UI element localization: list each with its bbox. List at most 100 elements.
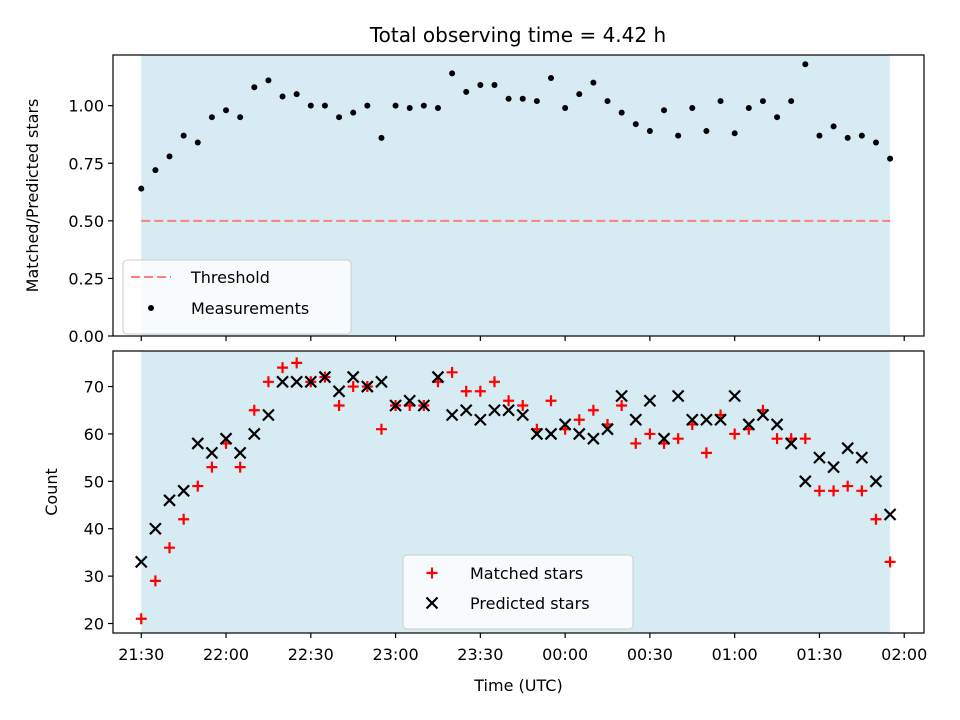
matched-star-point [234, 461, 246, 473]
predicted-star-point [233, 446, 247, 460]
predicted-star-point [149, 522, 162, 536]
predicted-star-point [445, 408, 459, 422]
x-axis-label: Time (UTC) [473, 676, 562, 695]
measurement-point [364, 102, 371, 109]
x-tick-label: 23:30 [457, 645, 503, 664]
measurement-point [533, 98, 540, 105]
measurement-point [788, 98, 795, 105]
measurement-point [279, 93, 286, 100]
predicted-star-point [686, 413, 699, 427]
matched-star-point [488, 376, 500, 388]
predicted-star-point [361, 380, 374, 393]
legend-matched-label: Matched stars [470, 564, 583, 583]
y-tick-label: 1.00 [68, 97, 104, 116]
measurement-point [237, 114, 244, 121]
matched-star-point [503, 395, 515, 407]
matched-star-point [771, 433, 783, 445]
predicted-star-point [643, 394, 657, 408]
measurement-point [646, 128, 653, 135]
predicted-star-point [332, 385, 346, 398]
predicted-star-point [191, 437, 205, 450]
measurement-point [491, 81, 498, 88]
y-tick-label: 70 [84, 378, 104, 397]
matched-star-point [842, 480, 854, 492]
legend-measurements-swatch [148, 305, 154, 311]
predicted-star-point [572, 427, 586, 441]
matched-star-point [262, 376, 274, 388]
y-axis-label: Matched/Predicted stars [23, 99, 42, 293]
matched-star-point [517, 400, 529, 412]
predicted-star-point [403, 394, 416, 408]
predicted-star-point [601, 422, 614, 436]
matched-star-point [729, 428, 741, 440]
matched-star-point [587, 404, 599, 416]
predicted-star-point [474, 413, 487, 427]
y-tick-label: 0.25 [68, 269, 104, 288]
measurement-point [774, 114, 781, 121]
matched-star-point [149, 575, 161, 587]
predicted-star-point [318, 370, 332, 384]
predicted-star-point [841, 441, 854, 455]
measurement-point [208, 114, 215, 121]
predicted-star-point [700, 413, 713, 427]
x-tick-label: 23:00 [373, 645, 419, 664]
measurement-point [180, 132, 187, 139]
measurement-point [392, 102, 399, 109]
predicted-star-point [615, 389, 628, 403]
y-tick-label: 20 [84, 615, 104, 634]
y-tick-label: 0.50 [68, 212, 104, 231]
matched-star-point [164, 542, 176, 554]
measurement-point [251, 84, 258, 91]
predicted-star-point [558, 418, 572, 431]
matched-star-point [446, 366, 458, 378]
predicted-star-point [813, 451, 826, 464]
predicted-star-point [346, 370, 360, 384]
measurement-point [759, 98, 766, 105]
predicted-star-point [587, 432, 600, 445]
predicted-star-point [304, 375, 318, 389]
measurement-point [872, 139, 879, 146]
y-tick-label: 60 [84, 425, 104, 444]
predicted-star-point [756, 408, 770, 422]
bottom-panel-counts: 20 30 40 50 60 70 21:30 22:00 22:30 23:00 23:30 00:… [42, 350, 927, 695]
measurement-point [152, 167, 159, 174]
measurement-point [562, 104, 569, 111]
predicted-star-point [742, 418, 756, 431]
predicted-star-point [205, 446, 219, 460]
x-tick-label: 00:30 [627, 645, 673, 664]
predicted-star-point [883, 508, 897, 521]
measurement-point [406, 104, 413, 111]
matched-star-point [870, 513, 882, 525]
top-panel-ratio: 0.00 0.25 0.50 0.75 1.00 Matched/Predicted st… [23, 54, 925, 346]
predicted-star-point [671, 389, 685, 403]
matched-star-point [460, 385, 472, 397]
y-tick-label: 40 [84, 520, 104, 539]
predicted-star-point [544, 427, 558, 441]
matched-star-point [813, 485, 825, 497]
measurement-point [661, 107, 668, 114]
y-tick-label: 50 [84, 472, 104, 491]
matched-star-point [474, 385, 486, 397]
measurement-point [830, 123, 837, 130]
predicted-star-point [799, 475, 812, 488]
x-tick-label: 21:30 [118, 645, 164, 664]
measurement-point [590, 79, 597, 86]
measurement-point [336, 114, 343, 121]
matched-star-point [545, 395, 557, 407]
matched-star-point [192, 480, 204, 492]
predicted-star-point [516, 408, 530, 422]
predicted-star-point [177, 484, 190, 498]
measurement-point [166, 153, 173, 160]
measurement-point [858, 132, 865, 139]
legend-threshold-label: Threshold [190, 268, 270, 287]
predicted-star-point [784, 437, 798, 450]
matched-star-point [206, 461, 218, 473]
legend-box [402, 554, 634, 630]
matched-star-point [630, 437, 642, 449]
measurement-point [703, 128, 710, 135]
measurement-point [307, 102, 314, 109]
matched-star-point [178, 513, 190, 525]
measurement-point [887, 155, 894, 162]
predicted-star-point [770, 418, 784, 431]
measurement-point [138, 185, 145, 192]
